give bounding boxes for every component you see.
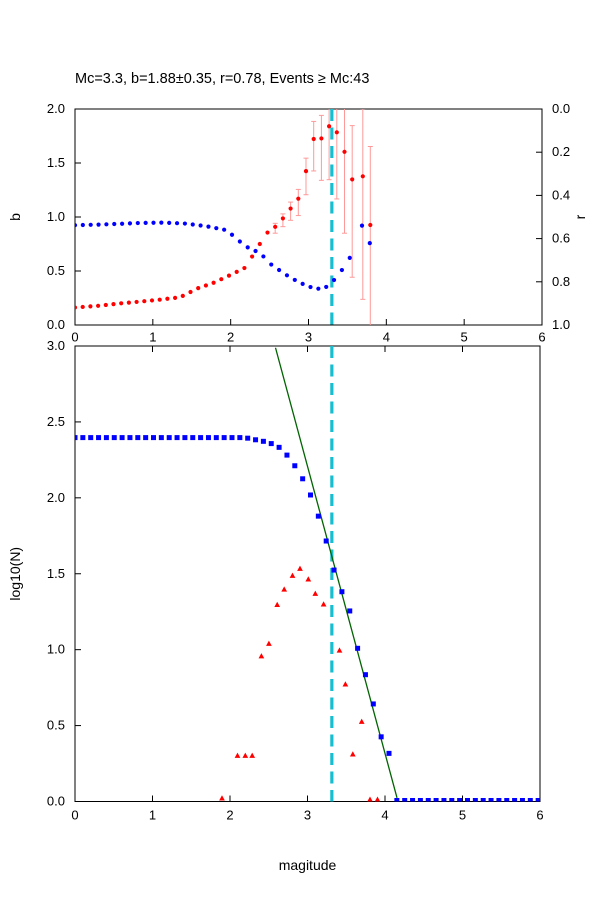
svg-text:1.0: 1.0 [47, 209, 65, 224]
svg-text:magitude: magitude [279, 857, 337, 873]
svg-text:1: 1 [149, 330, 156, 345]
svg-text:0.5: 0.5 [47, 263, 65, 278]
svg-text:log10(N): log10(N) [7, 547, 23, 601]
svg-text:3: 3 [304, 808, 311, 823]
svg-text:1.0: 1.0 [552, 317, 570, 332]
svg-text:5: 5 [459, 808, 466, 823]
svg-text:3: 3 [305, 330, 312, 345]
svg-text:2.0: 2.0 [47, 101, 65, 116]
svg-text:1: 1 [149, 808, 156, 823]
svg-text:Mc=3.3, b=1.88±0.35, r=0.78, E: Mc=3.3, b=1.88±0.35, r=0.78, Events ≥ Mc… [75, 71, 369, 87]
svg-text:3.0: 3.0 [47, 338, 65, 353]
svg-text:0.0: 0.0 [552, 101, 570, 116]
svg-text:r: r [572, 214, 588, 219]
svg-text:0.4: 0.4 [552, 187, 570, 202]
svg-text:5: 5 [461, 330, 468, 345]
svg-text:1.5: 1.5 [47, 566, 65, 581]
svg-text:6: 6 [536, 808, 543, 823]
svg-text:b: b [7, 213, 23, 221]
svg-text:0: 0 [71, 808, 78, 823]
svg-text:1.5: 1.5 [47, 155, 65, 170]
svg-text:0.0: 0.0 [47, 794, 65, 809]
svg-text:2.5: 2.5 [47, 414, 65, 429]
svg-text:0.0: 0.0 [47, 317, 65, 332]
svg-text:4: 4 [381, 808, 388, 823]
svg-text:0: 0 [71, 330, 78, 345]
svg-text:0.6: 0.6 [552, 231, 570, 246]
svg-text:2: 2 [227, 330, 234, 345]
svg-text:0.8: 0.8 [552, 274, 570, 289]
svg-text:6: 6 [538, 330, 545, 345]
svg-text:4: 4 [383, 330, 390, 345]
svg-text:2.0: 2.0 [47, 490, 65, 505]
svg-text:0.5: 0.5 [47, 718, 65, 733]
svg-text:2: 2 [226, 808, 233, 823]
svg-text:1.0: 1.0 [47, 642, 65, 657]
svg-text:0.2: 0.2 [552, 144, 570, 159]
